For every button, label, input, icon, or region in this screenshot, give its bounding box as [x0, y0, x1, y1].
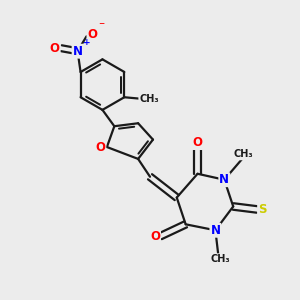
Text: O: O	[150, 230, 160, 243]
Text: O: O	[193, 136, 202, 149]
Text: CH₃: CH₃	[234, 149, 254, 160]
Text: ⁻: ⁻	[98, 20, 104, 33]
Text: N: N	[219, 173, 229, 186]
Text: +: +	[83, 38, 91, 46]
Text: S: S	[258, 203, 267, 216]
Text: O: O	[88, 28, 98, 41]
Text: CH₃: CH₃	[139, 94, 159, 104]
Text: N: N	[73, 45, 82, 58]
Text: O: O	[50, 42, 60, 55]
Text: N: N	[210, 224, 220, 237]
Text: CH₃: CH₃	[210, 254, 230, 264]
Text: O: O	[95, 140, 105, 154]
